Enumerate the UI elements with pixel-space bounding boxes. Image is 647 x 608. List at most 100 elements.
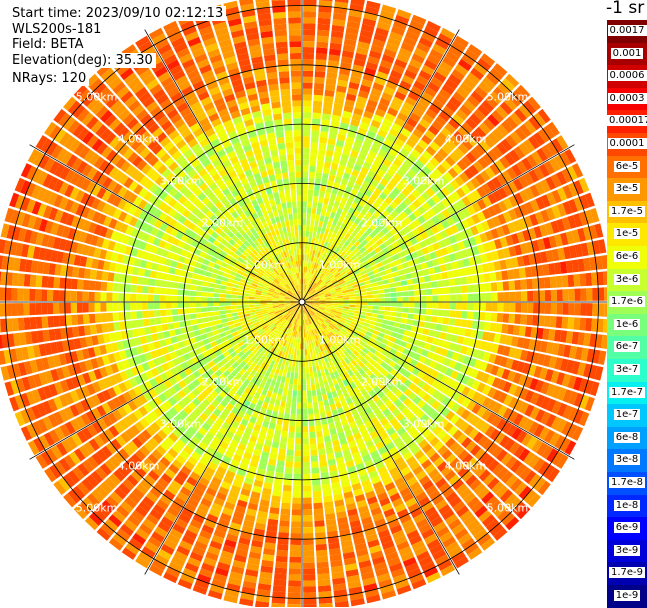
ray-gate-cell	[382, 320, 389, 325]
ray-gate-cell	[324, 381, 329, 388]
ray-gate-cell	[367, 295, 373, 299]
ray-gate-cell	[514, 314, 521, 324]
ray-gate-cell	[225, 298, 231, 301]
ray-gate-cell	[401, 280, 408, 286]
ray-gate-cell	[438, 295, 444, 301]
ray-gate-cell	[288, 586, 301, 592]
ray-gate-cell	[302, 397, 307, 403]
ray-gate-cell	[480, 293, 486, 301]
ray-gate-cell	[215, 320, 222, 325]
ray-gate-cell	[314, 509, 324, 516]
ray-gate-cell	[316, 556, 328, 563]
ray-gate-cell	[441, 325, 448, 332]
ray-gate-cell	[190, 291, 196, 296]
ray-gate-cell	[414, 308, 420, 314]
ray-gate-cell	[379, 306, 385, 310]
ray-gate-cell	[394, 276, 401, 282]
ray-gate-cell	[131, 320, 138, 328]
ray-gate-cell	[220, 314, 226, 319]
ray-gate-cell	[468, 303, 474, 311]
ray-gate-cell	[396, 287, 402, 292]
ray-gate-cell	[318, 149, 325, 156]
ray-gate-cell	[303, 178, 309, 184]
ray-gate-cell	[378, 310, 384, 314]
ray-gate-cell	[189, 302, 195, 307]
ray-gate-cell	[166, 288, 172, 294]
ray-gate-cell	[318, 197, 324, 204]
ray-gate-cell	[208, 316, 215, 321]
ray-gate-cell	[303, 415, 308, 421]
ray-gate-cell	[320, 382, 325, 389]
ray-gate-cell	[149, 318, 156, 325]
ray-gate-cell	[201, 292, 207, 297]
ray-gate-cell	[30, 317, 37, 329]
ray-gate-cell	[409, 297, 415, 302]
ray-gate-cell	[539, 290, 545, 301]
ray-gate-cell	[237, 299, 243, 302]
ray-gate-cell	[303, 456, 310, 462]
ray-gate-cell	[102, 271, 109, 281]
ray-gate-cell	[96, 324, 103, 334]
ray-gate-cell	[509, 314, 516, 324]
ray-gate-cell	[303, 521, 313, 527]
ray-gate-cell	[526, 315, 533, 326]
ray-gate-cell	[289, 360, 293, 366]
ray-gate-cell	[255, 307, 261, 310]
ray-gate-cell	[221, 318, 228, 323]
ray-gate-cell	[136, 285, 143, 293]
ray-gate-cell	[585, 318, 592, 331]
ray-gate-cell	[318, 221, 323, 228]
ray-gate-cell	[473, 284, 480, 292]
ray-gate-cell	[290, 414, 296, 420]
ray-gate-cell	[545, 290, 551, 301]
ray-gate-cell	[302, 349, 304, 355]
ray-gate-cell	[575, 289, 581, 301]
ray-gate-cell	[313, 366, 317, 372]
ray-gate-cell	[316, 53, 327, 60]
ray-gate-cell	[303, 29, 315, 35]
ray-gate-cell	[269, 507, 279, 514]
ray-gate-cell	[367, 302, 373, 305]
ray-gate-cell	[585, 273, 592, 286]
ray-gate-cell	[309, 231, 313, 237]
ray-gate-cell	[325, 211, 331, 218]
ray-gate-cell	[444, 303, 450, 310]
ray-gate-cell	[324, 216, 329, 223]
ray-gate-cell	[284, 413, 290, 420]
ray-gate-cell	[310, 444, 317, 450]
ray-gate-cell	[292, 509, 302, 515]
ray-gate-cell	[391, 293, 397, 298]
ray-gate-cell	[306, 219, 310, 225]
ray-gate-cell	[405, 273, 412, 279]
ray-gate-cell	[219, 298, 225, 302]
ray-gate-cell	[294, 373, 298, 379]
ray-gate-cell	[319, 460, 327, 467]
ray-gate-cell	[349, 307, 355, 310]
ray-gate-cell	[287, 396, 292, 402]
ray-gate-cell	[172, 282, 179, 288]
ray-gate-cell	[314, 89, 324, 96]
ray-gate-cell	[289, 569, 301, 575]
ray-gate-cell	[303, 142, 310, 148]
ray-gate-cell	[192, 273, 199, 279]
ray-gate-cell	[173, 275, 180, 282]
ray-gate-cell	[462, 294, 468, 301]
ray-gate-cell	[355, 308, 361, 311]
ray-gate-cell	[296, 421, 302, 427]
ray-gate-cell	[327, 392, 333, 399]
ray-gate-cell	[441, 272, 448, 279]
ray-gate-cell	[388, 321, 395, 326]
ray-gate-cell	[343, 297, 349, 300]
ray-gate-cell	[143, 278, 150, 286]
ray-gate-cell	[430, 323, 437, 330]
ray-gate-cell	[289, 557, 301, 563]
ray-gate-cell	[191, 279, 198, 285]
ray-gate-cell	[317, 573, 330, 580]
ray-gate-cell	[95, 313, 102, 323]
ray-gate-cell	[313, 497, 322, 504]
ray-gate-cell	[243, 308, 249, 311]
ray-gate-cell	[323, 167, 330, 174]
ray-gate-cell	[178, 309, 184, 315]
ray-gate-cell	[303, 580, 316, 586]
ray-gate-cell	[287, 450, 294, 456]
